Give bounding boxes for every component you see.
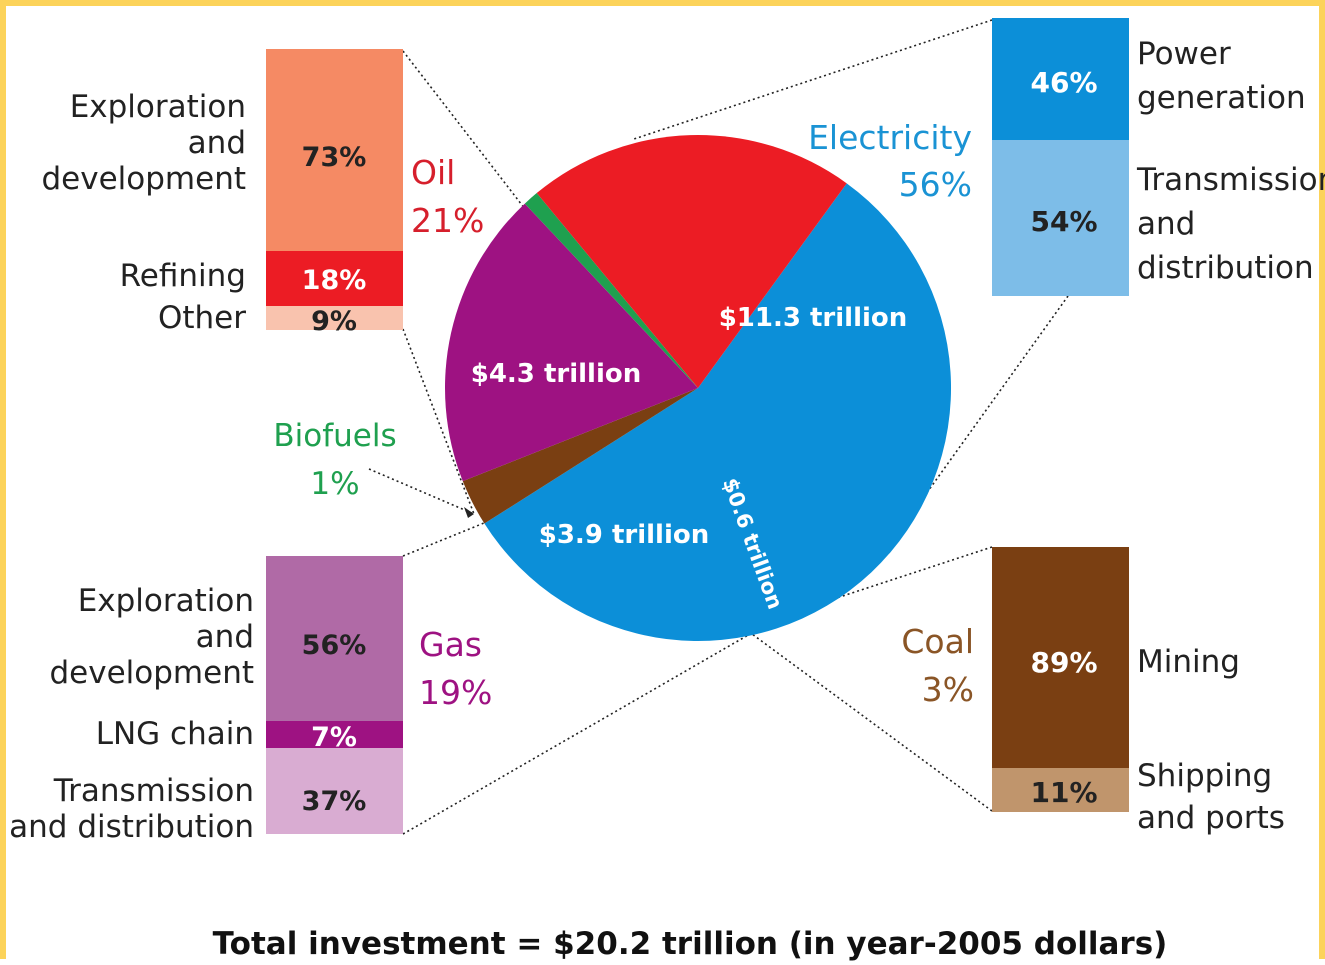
oil-breakdown: 73% 18% 9% Exploration and development R… [42,49,403,337]
pie-slices [445,134,952,642]
oil-bar-refining-pct: 18% [302,265,367,296]
connector-biofuels [368,468,475,515]
pie-slice-oil [536,134,847,388]
gas-ed-line1: Exploration [78,583,254,619]
coal-ship-line2: and ports [1137,800,1285,836]
coal-mining-label: Mining [1137,644,1240,680]
oil-name: Oil [411,153,455,192]
gas-bar-lng [266,721,403,748]
gas-percent: 19% [419,673,492,712]
gas-bar-exploration [266,556,403,721]
coal-breakdown: 89% 11% Mining Shipping and ports [992,547,1285,836]
gas-breakdown: 56% 7% 37% Exploration and development L… [9,556,403,845]
gas-ed-line3: development [50,655,255,691]
pie-slice-electricity [484,183,952,642]
coal-bar-mining-pct: 89% [1030,646,1097,679]
oil-other-label: Other [158,300,246,336]
gas-bar-transmission [266,748,403,834]
coal-name: Coal [901,622,974,661]
oil-bar-exploration-pct: 73% [302,142,367,173]
gas-td-line1: Transmission [53,773,254,809]
oil-percent: 21% [411,201,484,240]
slice-label-electricity: $11.3 trillion [719,303,908,333]
pie-slice-coal [462,388,698,524]
oil-ed-line1: Exploration [70,89,246,125]
electricity-name: Electricity [808,118,972,157]
connector-oil-bottom [402,328,475,515]
connector-oil-top [402,50,526,210]
elec-pg-line2: generation [1137,80,1306,116]
gas-td-line2: and distribution [9,809,254,845]
elec-pg-line1: Power [1137,36,1231,72]
gas-ed-line2: and [196,619,254,655]
biofuels-percent: 1% [310,466,359,502]
connector-gas-bottom [402,633,751,835]
gas-bar-lng-pct: 7% [311,722,357,753]
oil-bar-other [266,306,403,330]
elec-td-line2: and [1137,206,1195,242]
pie-slice-biofuels [524,193,698,388]
elec-bar-power [992,18,1129,140]
elec-bar-transmission [992,140,1129,296]
connector-gas-top [402,522,485,557]
biofuels-name: Biofuels [273,418,396,454]
coal-ship-line1: Shipping [1137,758,1272,794]
oil-bar-exploration [266,49,403,251]
connector-lines [368,19,1069,835]
coal-bar-shipping-pct: 11% [1030,776,1097,809]
elec-td-line1: Transmission [1136,162,1325,198]
pie-chart: $11.3 trillion $4.3 trillion $3.9 trilli… [9,18,1325,962]
elec-td-line3: distribution [1137,250,1314,286]
gas-name: Gas [419,625,482,664]
biofuels-arrowhead [464,507,474,518]
electricity-percent: 56% [899,165,972,204]
slice-label-oil: $4.3 trillion [471,359,641,389]
oil-bar-other-pct: 9% [311,306,357,337]
chart-title: Total investment = $20.2 trillion (in ye… [213,926,1168,962]
coal-bar-shipping [992,768,1129,812]
oil-ed-line2: and [188,125,246,161]
elec-bar-power-pct: 46% [1030,66,1097,99]
electricity-breakdown: 46% 54% Power generation Transmission an… [992,18,1325,296]
gas-bar-transmission-pct: 37% [302,786,367,817]
connector-elec-bottom [925,295,1069,495]
elec-bar-transmission-pct: 54% [1030,205,1097,238]
oil-ed-line3: development [42,161,247,197]
oil-bar-refining [266,251,403,306]
oil-refining-label: Refining [120,258,246,294]
pie-slice-gas [445,203,698,482]
coal-percent: 3% [922,670,974,709]
gas-bar-exploration-pct: 56% [302,630,367,661]
slice-label-gas: $3.9 trillion [539,520,709,550]
gas-lng-label: LNG chain [96,716,254,752]
coal-bar-mining [992,547,1129,768]
